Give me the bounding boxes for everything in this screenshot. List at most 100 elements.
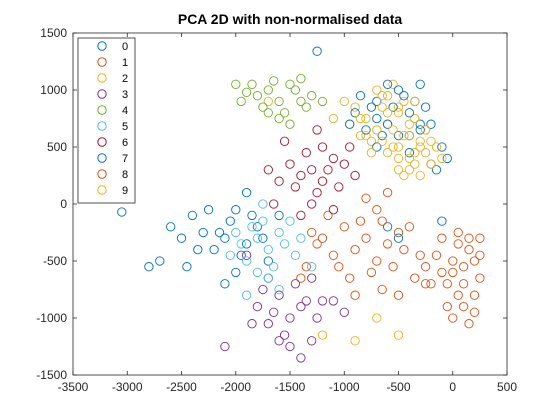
data-point-series-9-0 xyxy=(393,142,404,152)
legend-label-1: 1 xyxy=(122,57,128,69)
legend-marker-1 xyxy=(97,57,107,67)
data-point-series-4-17 xyxy=(231,79,241,89)
data-point-series-3-21 xyxy=(328,296,339,306)
data-point-series-3-13 xyxy=(274,336,284,346)
data-point-series-2-24 xyxy=(399,170,409,181)
legend-label-3: 3 xyxy=(122,89,128,101)
data-point-series-9-1 xyxy=(404,153,415,164)
data-point-series-6-6 xyxy=(301,148,311,158)
y-tick-label: -1500 xyxy=(36,368,67,382)
data-point-series-2-12 xyxy=(361,113,371,124)
data-point-series-8-11 xyxy=(464,233,474,243)
data-point-series-5-8 xyxy=(236,239,246,249)
data-point-series-9-13 xyxy=(404,119,415,129)
data-point-series-3-12 xyxy=(296,353,306,363)
data-point-series-0-24 xyxy=(220,279,230,289)
x-tick-label: -3500 xyxy=(58,380,89,394)
ticks-layer: -3500 -3000 -2500 -2000 -1500 -1000 -500 0 500-1… xyxy=(36,26,517,394)
data-point-series-6-15 xyxy=(274,176,284,186)
data-point-series-3-3 xyxy=(263,319,273,329)
data-point-series-6-18 xyxy=(312,125,322,135)
data-point-series-1-18 xyxy=(372,205,382,215)
data-point-series-7-10 xyxy=(426,119,436,129)
data-point-series-0-18 xyxy=(182,262,192,272)
data-point-series-0-0 xyxy=(198,227,208,238)
data-point-series-7-12 xyxy=(393,85,404,95)
data-point-series-3-11 xyxy=(285,341,295,352)
data-point-series-8-14 xyxy=(431,250,442,260)
data-point-series-5-9 xyxy=(290,250,301,260)
data-point-series-6-1 xyxy=(317,176,328,186)
data-point-series-4-1 xyxy=(274,96,284,107)
data-point-series-4-16 xyxy=(296,73,306,84)
data-point-series-1-29 xyxy=(377,284,387,295)
data-point-series-8-19 xyxy=(464,319,474,329)
data-point-series-3-2 xyxy=(296,301,306,312)
data-point-series-1-20 xyxy=(404,222,415,232)
x-tick-label: -1000 xyxy=(329,380,360,394)
data-point-series-3-9 xyxy=(312,313,322,323)
data-point-series-1-16 xyxy=(312,239,322,249)
data-point-series-9-22 xyxy=(420,125,431,135)
data-point-series-0-12 xyxy=(263,256,273,266)
data-point-series-8-1 xyxy=(458,279,469,289)
data-point-series-6-9 xyxy=(339,159,349,169)
legend-label-4: 4 xyxy=(122,105,128,117)
data-point-series-4-2 xyxy=(285,79,295,89)
points-layer xyxy=(117,46,485,363)
data-point-series-3-18 xyxy=(307,273,317,283)
data-point-series-6-13 xyxy=(328,205,339,215)
legend-marker-4 xyxy=(97,105,107,115)
data-point-series-2-18 xyxy=(410,148,420,158)
data-point-series-6-2 xyxy=(328,153,339,164)
data-point-series-1-13 xyxy=(345,273,355,283)
data-point-series-2-10 xyxy=(415,142,425,152)
data-point-series-1-23 xyxy=(307,227,317,238)
data-point-series-2-14 xyxy=(382,91,393,101)
data-point-series-2-13 xyxy=(355,130,366,141)
data-point-series-2-25 xyxy=(393,330,404,340)
data-point-series-8-6 xyxy=(442,279,452,289)
data-point-series-4-13 xyxy=(274,113,284,124)
data-point-series-9-15 xyxy=(366,148,377,158)
data-point-series-5-17 xyxy=(225,250,235,260)
x-tick-label: -2000 xyxy=(220,380,251,394)
data-point-series-7-18 xyxy=(355,91,366,101)
data-point-series-0-5 xyxy=(231,205,241,215)
data-point-series-9-20 xyxy=(410,96,420,107)
data-point-series-2-22 xyxy=(328,113,339,124)
data-point-series-5-0 xyxy=(252,233,263,243)
data-point-series-4-7 xyxy=(258,102,268,112)
data-point-series-2-26 xyxy=(350,336,360,346)
data-point-series-2-2 xyxy=(404,130,415,141)
data-point-series-3-17 xyxy=(247,319,257,329)
data-point-series-1-8 xyxy=(355,216,366,226)
data-point-series-8-22 xyxy=(475,233,485,243)
legend-marker-6 xyxy=(97,137,107,147)
x-tick-label: 500 xyxy=(497,380,517,394)
data-point-series-5-6 xyxy=(279,239,290,249)
data-point-series-5-15 xyxy=(296,233,306,243)
data-point-series-3-19 xyxy=(220,341,230,352)
data-point-series-5-5 xyxy=(269,262,279,272)
data-point-series-1-24 xyxy=(301,262,311,272)
data-point-series-6-17 xyxy=(279,136,290,146)
data-point-series-9-10 xyxy=(372,125,382,135)
data-point-series-3-5 xyxy=(290,279,301,289)
data-point-series-1-11 xyxy=(388,262,398,272)
data-point-series-9-11 xyxy=(415,170,425,181)
legend: 0 1 2 3 4 5 6 7 8 9 xyxy=(77,37,136,204)
legend-label-0: 0 xyxy=(122,41,128,53)
data-point-series-4-10 xyxy=(247,79,257,89)
data-point-series-0-3 xyxy=(187,210,198,221)
data-point-series-8-17 xyxy=(442,301,452,312)
data-point-series-8-16 xyxy=(469,307,480,317)
data-point-series-9-6 xyxy=(388,125,398,135)
data-point-series-0-14 xyxy=(247,210,257,221)
data-point-series-1-6 xyxy=(328,250,339,260)
data-point-series-0-30 xyxy=(312,46,322,56)
data-point-series-5-7 xyxy=(247,222,257,232)
y-tick-label: -1000 xyxy=(36,311,67,325)
data-point-series-8-2 xyxy=(469,256,480,266)
legend-marker-3 xyxy=(97,89,107,99)
